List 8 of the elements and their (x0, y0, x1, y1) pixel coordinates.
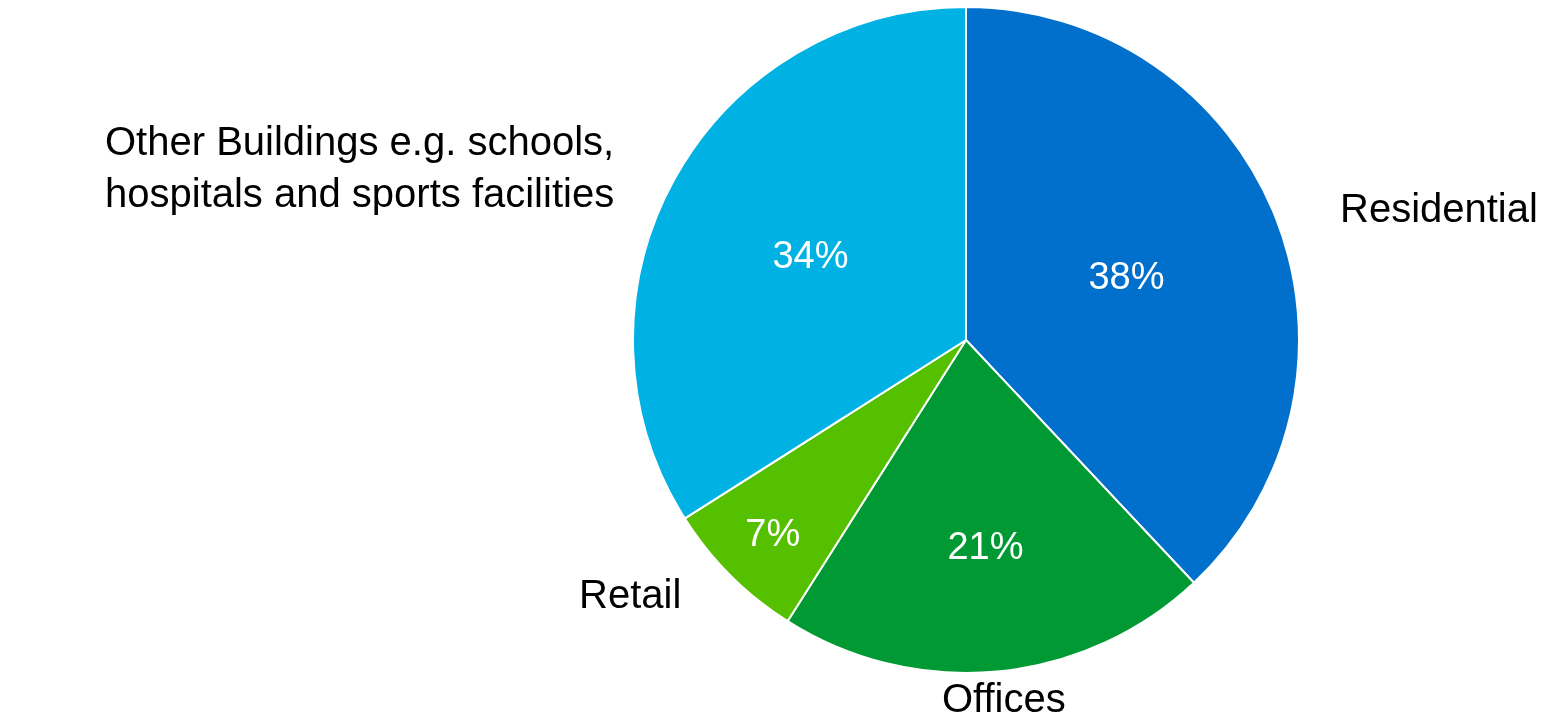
data-label: 38% (1088, 255, 1165, 298)
slice-label: Retail (579, 572, 682, 616)
data-label: 7% (745, 512, 801, 555)
slice-label: Residential (1340, 186, 1538, 230)
slice-label: Offices (942, 676, 1066, 720)
slice-label: Other Buildings e.g. schools, hospitals and sports facilities (105, 119, 615, 215)
data-label: 21% (947, 524, 1024, 567)
data-label: 34% (772, 233, 849, 276)
